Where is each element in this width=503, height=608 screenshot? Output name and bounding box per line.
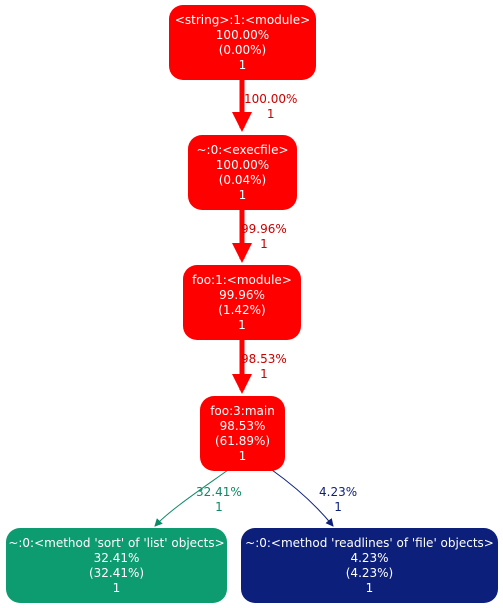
node-self: (0.00%) — [218, 42, 267, 57]
edge-label-e2: 99.96% 1 — [241, 222, 287, 252]
edge-calls: 1 — [260, 367, 268, 381]
node-sort-method: ~:0:<method 'sort' of 'list' objects> 32… — [6, 528, 227, 603]
edge-percent: 4.23% — [319, 485, 358, 499]
node-name: <string>:1:<module> — [174, 12, 311, 27]
edge-calls: 1 — [266, 107, 275, 121]
edge-label-e4: 32.41% 1 — [196, 485, 242, 515]
edge-calls: 1 — [260, 237, 268, 251]
edge-percent: 100.00% — [244, 92, 298, 106]
node-self: (0.04%) — [218, 172, 267, 187]
node-self: (32.41%) — [88, 565, 145, 580]
node-total: 32.41% — [93, 550, 140, 565]
node-total: 4.23% — [350, 550, 389, 565]
node-readlines-method: ~:0:<method 'readlines' of 'file' object… — [241, 528, 498, 603]
node-string-module: <string>:1:<module> 100.00% (0.00%) 1 — [169, 5, 316, 80]
edge-calls: 1 — [215, 500, 223, 514]
node-foo-module: foo:1:<module> 99.96% (1.42%) 1 — [183, 265, 301, 340]
edge-label-e1: 100.00% 1 — [244, 92, 297, 122]
node-execfile: ~:0:<execfile> 100.00% (0.04%) 1 — [188, 135, 297, 210]
node-name: foo:3:main — [210, 403, 275, 418]
node-calls: 1 — [365, 580, 374, 595]
edge-calls: 1 — [334, 500, 342, 514]
node-name: ~:0:<method 'readlines' of 'file' object… — [245, 535, 494, 550]
node-calls: 1 — [112, 580, 121, 595]
node-total: 99.96% — [219, 287, 265, 302]
node-calls: 1 — [238, 448, 247, 463]
node-name: ~:0:<execfile> — [196, 142, 289, 157]
node-calls: 1 — [238, 317, 246, 332]
node-name: ~:0:<method 'sort' of 'list' objects> — [8, 535, 225, 550]
edge-label-e5: 4.23% 1 — [319, 485, 357, 515]
edge-main-to-readlines — [271, 469, 334, 527]
node-calls: 1 — [238, 187, 247, 202]
edge-label-e3: 98.53% 1 — [241, 352, 287, 382]
node-total: 98.53% — [219, 418, 266, 433]
node-self: (4.23%) — [345, 565, 394, 580]
node-self: (61.89%) — [214, 433, 271, 448]
edge-percent: 99.96% — [241, 222, 287, 236]
node-name: foo:1:<module> — [192, 272, 292, 287]
edge-percent: 32.41% — [196, 485, 242, 499]
node-self: (1.42%) — [218, 302, 266, 317]
node-foo-main: foo:3:main 98.53% (61.89%) 1 — [200, 396, 285, 471]
node-total: 100.00% — [215, 27, 270, 42]
edge-main-to-sort — [154, 469, 229, 527]
node-total: 100.00% — [215, 157, 270, 172]
node-calls: 1 — [238, 57, 247, 72]
edge-percent: 98.53% — [241, 352, 287, 366]
